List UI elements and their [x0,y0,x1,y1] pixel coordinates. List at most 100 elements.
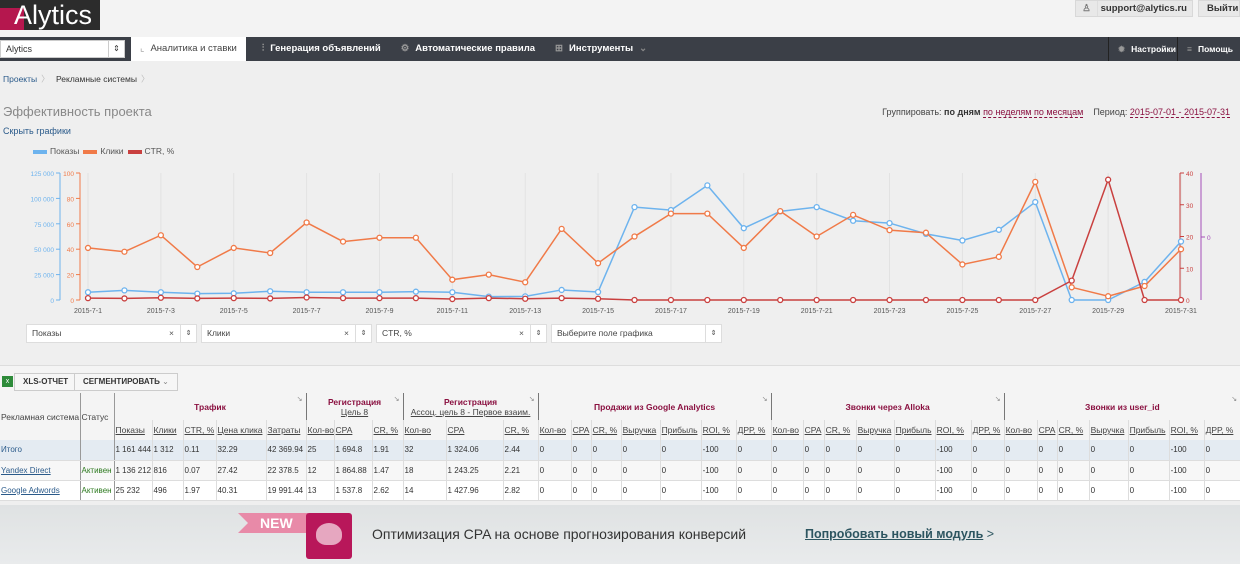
column-header[interactable]: Кол-во [402,420,447,440]
column-header[interactable]: CPA [571,420,592,440]
group-header: Регистрация Цель 8 ↘ [305,393,404,420]
data-point [849,217,857,224]
column-header[interactable]: Цена клика [216,420,267,440]
column-header[interactable]: CR, % [824,420,857,440]
x-tick-label: 2015-7-13 [509,308,541,315]
column-header[interactable]: Кол-во [1003,420,1038,440]
chart-field-select[interactable]: Показы × ⇕ [26,324,197,343]
column-header[interactable]: Кол-во [305,420,335,440]
col-ad-system[interactable]: Рекламная система [0,393,81,440]
settings-button[interactable]: ✹ Настройки [1108,37,1177,61]
table-cell: 0 [803,460,825,481]
project-select[interactable]: Alytics ⇕ [0,40,125,58]
table-cell: 0 [856,440,895,461]
logo[interactable]: Alytics [0,0,100,30]
column-header[interactable]: ROI, % [1169,420,1205,440]
table-cell: 0 [770,460,804,481]
data-point [849,211,857,219]
data-point [1068,284,1075,291]
segment-button[interactable]: СЕГМЕНТИРОВАТЬ ⌄ [74,373,178,391]
column-header[interactable]: CPA [1037,420,1058,440]
resize-corner-icon: ↘ [296,396,303,403]
table-cell: 0 [1037,460,1058,481]
group-by-months[interactable]: по месяцам [1034,107,1084,118]
table-cell: 0 [1089,480,1129,501]
group-by-days[interactable]: по дням [944,107,981,117]
column-header[interactable]: CR, % [503,420,539,440]
clear-icon[interactable]: × [169,328,174,338]
x-tick-label: 2015-7-17 [655,308,687,315]
table-cell: 0 [971,480,1005,501]
tab-tools[interactable]: ⊞ Инструменты ⌄ [555,43,648,54]
data-point [995,253,1002,260]
column-header[interactable]: Клики [152,420,184,440]
column-header[interactable]: Кол-во [537,420,572,440]
legend-ctr[interactable]: CTR, % [127,146,174,156]
legend-impressions[interactable]: Показы [33,146,79,156]
user-account-button[interactable]: ♙ support@alytics.ru [1075,0,1193,17]
ad-system-name[interactable]: Google Adwords [0,480,81,501]
column-header[interactable]: CPA [446,420,504,440]
ad-system-name[interactable]: Yandex Direct [0,460,81,481]
column-header[interactable]: Кол-во [770,420,804,440]
table-toolbar: x XLS-ОТЧЕТ СЕГМЕНТИРОВАТЬ ⌄ [0,365,1240,393]
table-cell: 0 [591,440,622,461]
data-point [631,203,638,211]
table-cell: 0 [1128,440,1170,461]
table-cell: 0 [621,440,661,461]
column-header[interactable]: Затраты [266,420,307,440]
chart-field-select[interactable]: Выберите поле графика ⇕ [551,324,722,343]
column-header[interactable]: Показы [114,420,153,440]
data-point [157,289,165,296]
col-status[interactable]: Статус [80,393,115,440]
table-cell: 1 312 [152,440,184,461]
new-badge: NEW [238,513,308,533]
y-tick-label: 100 000 [31,196,55,203]
table-cell: 25 232 [114,480,153,501]
column-header[interactable]: Выручка [1089,420,1129,440]
chart-field-select[interactable]: CTR, % × ⇕ [376,324,547,343]
column-header[interactable]: ROI, % [701,420,737,440]
column-header[interactable]: ДРР, % [1204,420,1240,440]
data-point [558,294,565,302]
column-header[interactable]: ROI, % [935,420,972,440]
data-point [1141,282,1148,290]
column-header[interactable]: CPA [803,420,825,440]
period-picker[interactable]: 2015-07-01 - 2015-07-31 [1129,107,1230,118]
hide-charts-link[interactable]: Скрыть графики [3,126,71,136]
column-header[interactable]: Выручка [856,420,895,440]
column-header[interactable]: Прибыль [894,420,936,440]
x-tick-label: 2015-7-27 [1019,308,1051,315]
column-header[interactable]: ДРР, % [971,420,1005,440]
try-module-link[interactable]: Попробовать новый модуль > [805,527,995,541]
column-header[interactable]: CR, % [372,420,404,440]
table-cell: 14 [402,480,447,501]
group-by-weeks[interactable]: по неделям [983,107,1032,118]
column-header[interactable]: CR, % [1057,420,1090,440]
chart-field-select[interactable]: Клики × ⇕ [201,324,372,343]
column-header[interactable]: Прибыль [660,420,702,440]
column-header[interactable]: CTR, % [183,420,217,440]
table-cell: 1.97 [183,480,217,501]
clear-icon[interactable]: × [519,328,524,338]
table-cell: -100 [701,440,737,461]
column-header[interactable]: Прибыль [1128,420,1170,440]
table-cell: 496 [152,480,184,501]
tab-ad-generation[interactable]: ⫶ Генерация объявлений [261,43,381,54]
column-header[interactable]: CPA [334,420,373,440]
tab-auto-rules[interactable]: ⚙ Автоматические правила [400,43,536,54]
column-header[interactable]: CR, % [591,420,622,440]
clear-icon[interactable]: × [344,328,349,338]
column-header[interactable]: Выручка [621,420,661,440]
legend-clicks[interactable]: Клики [83,146,124,156]
updown-icon: ⇕ [355,325,371,342]
table-row: Итого 1 161 444 1 312 0.11 32.29 42 369.94 25 1… [0,440,1240,461]
logout-button[interactable]: Выйти [1198,0,1240,17]
breadcrumb-projects[interactable]: Проекты [3,74,38,84]
table-cell: 0 [1128,460,1170,481]
column-header[interactable]: ДРР, % [736,420,772,440]
tab-analytics[interactable]: ⌞ Аналитика и ставки [131,37,246,61]
help-button[interactable]: ≡ Помощь [1177,37,1240,61]
table-cell: 1 694.8 [334,440,373,461]
xls-report-button[interactable]: XLS-ОТЧЕТ [14,373,78,391]
